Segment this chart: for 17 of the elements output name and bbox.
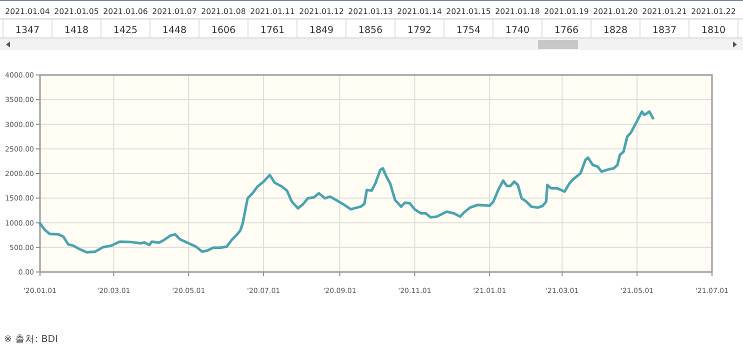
data-label: 1837	[652, 25, 677, 36]
data-label: 1766	[554, 25, 579, 36]
data-label: 1856	[358, 25, 383, 36]
data-label: 1828	[603, 25, 628, 36]
data-label: 1347	[15, 25, 40, 36]
data-label: 1448	[162, 25, 187, 36]
data-label: 1754	[456, 25, 481, 36]
line-series	[38, 110, 654, 254]
data-label: 1810	[701, 25, 726, 36]
text: ※ 출처: BDI	[4, 334, 58, 345]
data-label: 1606	[211, 25, 236, 36]
data-label: 1425	[113, 25, 138, 36]
data-label: 1418	[64, 25, 89, 36]
data-label: 1761	[260, 25, 285, 36]
data-label: 1740	[505, 25, 530, 36]
data-label: 1849	[309, 25, 334, 36]
data-label: 1792	[407, 25, 432, 36]
